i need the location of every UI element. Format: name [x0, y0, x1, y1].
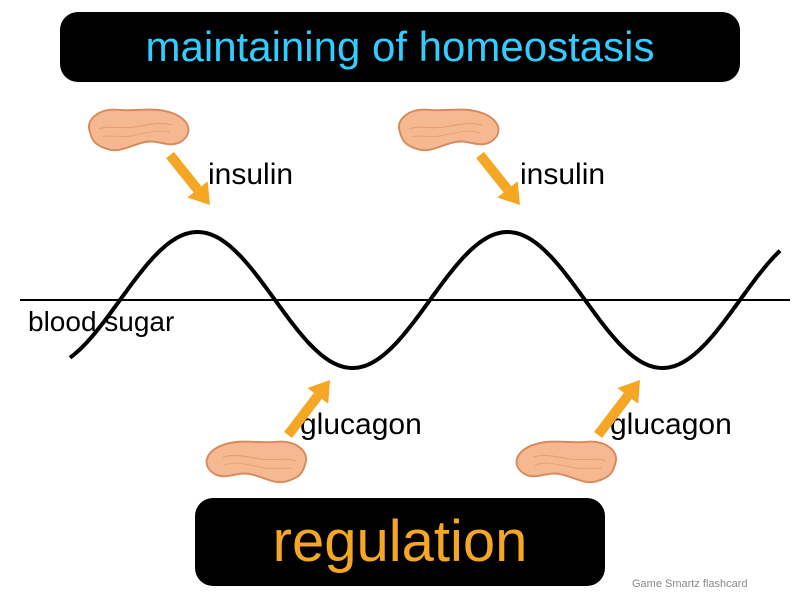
credit-text: Game Smartz flashcard [632, 578, 748, 590]
insulin-label-2: insulin [520, 158, 605, 192]
blood-sugar-label: blood sugar [28, 306, 174, 338]
wave-diagram [0, 0, 800, 600]
insulin-label-1: insulin [208, 158, 293, 192]
